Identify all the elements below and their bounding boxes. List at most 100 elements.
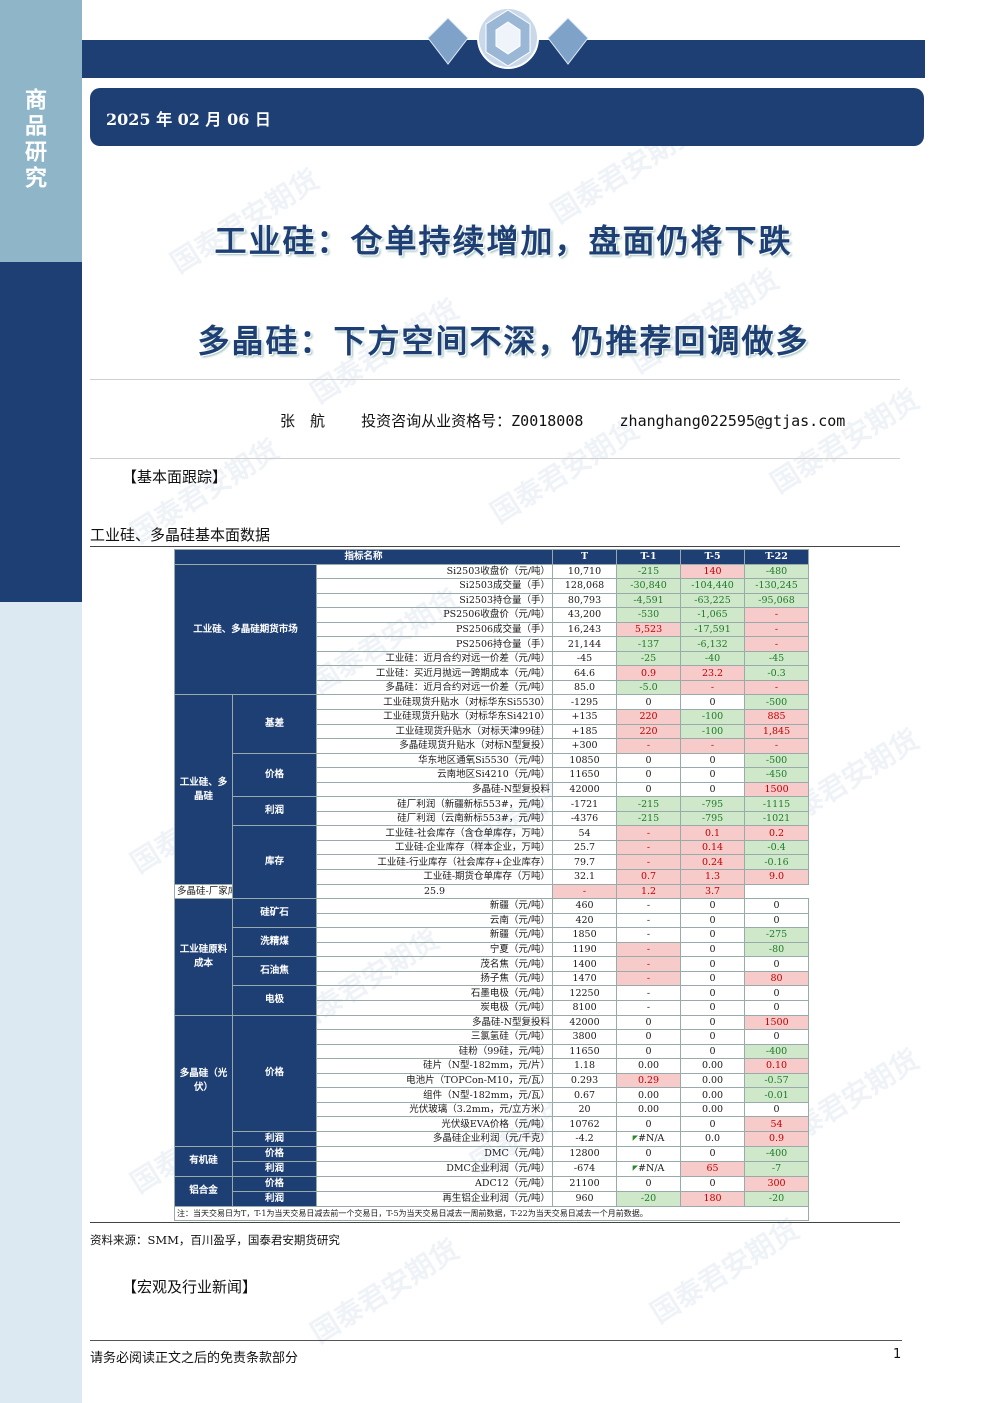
fundamentals-table: 指标名称 T T-1 T-5 T-22 工业硅、多晶硅期货市场 Si2503收盘价… [173,549,810,1222]
indicator-name: DMC企业利润（元/吨） [315,1160,554,1177]
indicator-name: 云南地区Si4210（元/吨） [315,767,554,783]
indicator-name: 硅厂利润（云南新标553#，元/吨） [315,810,554,827]
value-t5: 0.0 [680,1130,746,1147]
table-row: 工业硅、多晶硅期货市场 Si2503收盘价（元/吨） 10,710 -215 140 -4… [174,563,810,696]
value-t22: -400 [744,1145,810,1162]
value-t5: -63,225 [680,592,746,609]
table-row: 工业硅：买近月抛远一跨期成本（元/吨） 64.6 0.9 23.2 -0.3 [175,665,810,681]
table-row: 多晶硅（光伏） 价格 多晶硅-N型复投料 42000 0 0 1500 [174,1014,810,1147]
footer-disclaimer: 请务必阅读正文之后的免责条款部分 [90,1351,299,1366]
value-t1: 0 [616,1145,682,1162]
value-t: +185 [552,723,618,740]
value-t22: - [744,636,810,652]
value-t1: 0 [616,767,682,783]
value-t1: 5,523 [616,621,682,638]
author-email[interactable]: zhanghang022595@gtjas.com [619,412,846,430]
table-row: 工业硅-企业库存（样本企业，万吨） 25.7-0.14 -0.4 [175,839,810,856]
indicator-name: Si2503持仓量（手） [315,592,554,609]
indicator-name: 硅片（N型-182mm，元/片） [315,1058,554,1074]
table-note: 注：当天交易日为T，T-1为当天交易日减去前一个交易日，T-5为当天交易日减去一… [173,1205,810,1222]
indicator-name: 扬子焦（元/吨） [315,970,554,987]
indicator-name: Si2503收盘价（元/吨） [315,563,554,580]
row-group-label: 工业硅、多晶硅 [174,694,233,885]
indicator-name: 工业硅现货升贴水（对标华东Si4210） [315,709,554,725]
row-subgroup-label: 洗精煤 [232,927,317,958]
section-heading-fundamentals: 【基本面跟踪】 [122,468,228,486]
value-t22: -500 [744,752,810,769]
fundamentals-table-container: 指标名称 T T-1 T-5 T-22 工业硅、多晶硅期货市场 Si2503收盘价… [173,549,810,1222]
indicator-name: PS2506持仓量（手） [315,636,554,652]
value-t22: -1115 [744,796,810,812]
indicator-name: 云南（元/吨） [315,912,554,929]
value-t1: - [616,927,682,943]
value-t5: 0 [680,1014,746,1031]
value-t1: 0 [616,1116,682,1132]
indicator-name: 工业硅-社会库存（含仓单库存，万吨） [315,825,554,841]
value-t22: -45 [744,650,810,667]
row-subgroup-label: 价格 [232,1175,317,1192]
table-row: 光伏玻璃（3.2mm，元/立方米） 20 0.00 0.00 0 [175,1101,810,1118]
value-t: 10762 [552,1116,618,1132]
value-t1: -4,591 [616,592,682,609]
value-t22: 0 [744,956,810,972]
row-subgroup-label: 价格 [232,752,317,798]
table-header-row: 指标名称 T T-1 T-5 T-22 [173,549,810,565]
value-t: 42000 [552,781,618,798]
value-t5: 0 [680,970,746,987]
row-group-label: 工业硅原料成本 [174,898,233,1016]
table-row: 云南（元/吨） 420-0 0 [175,912,810,929]
value-t22: 300 [744,1175,810,1192]
value-t5: -6,132 [680,636,746,652]
value-t: 20 [552,1101,618,1118]
value-t22: -500 [744,694,810,711]
cert-label: 投资咨询从业资格号： [361,412,512,430]
value-t: -1295 [552,694,618,711]
value-t: +135 [552,709,618,725]
value-t: 11650 [552,767,618,783]
value-t5: 0 [680,781,746,798]
table-row: 硅粉（99硅，元/吨） 11650 0 0 -400 [175,1043,810,1060]
row-group-label: 多晶硅（光伏） [174,1014,233,1147]
value-t: -674 [552,1160,618,1177]
row-subgroup-label: 电极 [232,985,317,1016]
indicator-name: 三氯氢硅（元/吨） [315,1029,554,1045]
value-t1-text: #N/A [638,1163,665,1175]
value-t: 0.67 [552,1087,618,1103]
indicator-name: 光伏级EVA价格（元/吨） [315,1116,554,1132]
value-t: 8100 [552,999,618,1016]
value-t1: -25 [616,650,682,667]
value-t22: -0.57 [744,1072,810,1089]
indicator-name: 宁夏（元/吨） [315,941,554,958]
table-row: 云南地区Si4210（元/吨） 11650 0 0 -450 [175,767,810,783]
row-group-label: 工业硅、多晶硅期货市场 [174,563,317,696]
row-group-label: 铝合金 [174,1175,233,1207]
sidebar-bottom-panel [0,602,82,1403]
watermark-text: 国泰君安期货 [644,1212,805,1330]
value-t5: 0 [680,912,746,929]
value-t1: 0 [616,781,682,798]
header-t: T [552,549,618,565]
table-row: 有机硅 价格 DMC（元/吨） 12800 0 0 -400 [174,1145,810,1177]
section-heading-news: 【宏观及行业新闻】 [122,1278,258,1296]
value-t22: 885 [744,709,810,725]
table-row: 电极 石墨电极（元/吨） 12250-0 0 [175,985,810,1016]
value-t1: 0.00 [616,1087,682,1103]
watermark-text: 国泰君安期货 [764,382,925,500]
table-row: 利润 再生铝企业利润（元/吨） 960 -20 180 -20 [175,1190,810,1207]
table-row: 利润 硅厂利润（新疆新标553#，元/吨） -1721 -215 -795 -1115 [175,796,810,827]
value-t: 10850 [552,752,618,769]
value-t: -4376 [552,810,618,827]
value-t1: 0 [616,1014,682,1031]
value-t: 1400 [552,956,618,972]
value-t1: 220 [616,723,682,740]
header-t5: T-5 [680,549,746,565]
value-t5: 0 [680,767,746,783]
value-t5: 0 [680,985,746,1001]
indicator-name: PS2506成交量（手） [315,621,554,638]
value-t1: 0 [616,1029,682,1045]
value-t5: 0 [680,694,746,711]
value-t: 54 [552,825,618,841]
header-t1: T-1 [616,549,682,565]
value-t1: -215 [616,563,682,580]
value-t22: - [744,679,810,696]
